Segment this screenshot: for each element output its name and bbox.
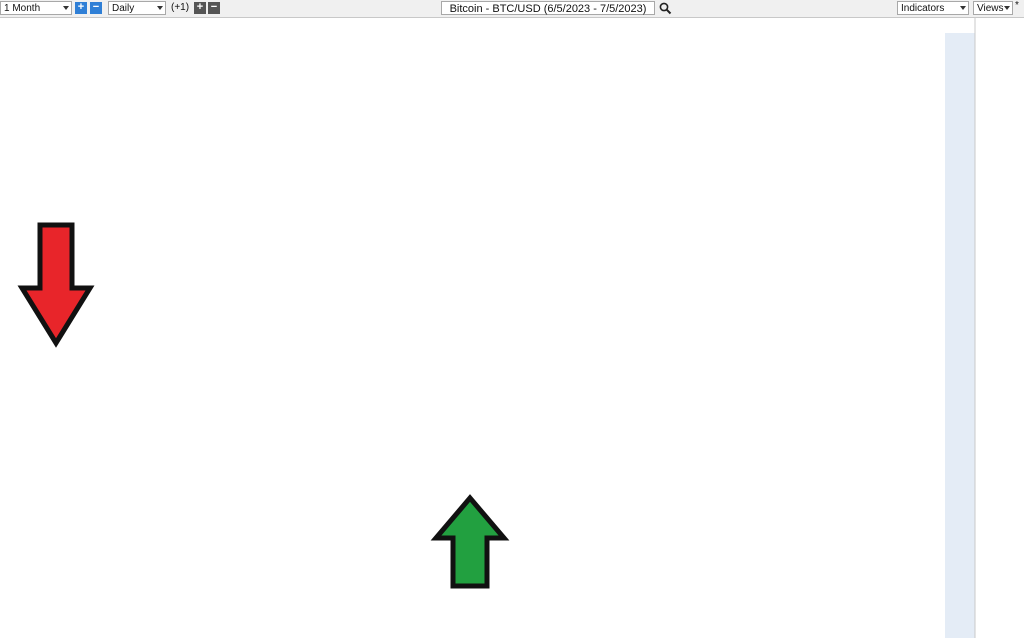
- chart: [17, 18, 976, 638]
- offset-label: (+1): [171, 2, 190, 13]
- up-arrow: [430, 494, 510, 589]
- toolbar: 1 Month + − Daily (+1) + − Bitcoin - BTC…: [0, 0, 1024, 18]
- interval-select[interactable]: Daily: [108, 1, 166, 15]
- zoom-out-button[interactable]: −: [90, 2, 102, 14]
- offset-minus-button[interactable]: −: [208, 2, 220, 14]
- indicators-select[interactable]: Indicators: [897, 1, 969, 15]
- period-label: 1 Month: [4, 3, 41, 14]
- views-star: *: [1015, 0, 1019, 11]
- views-select[interactable]: Views: [973, 1, 1013, 15]
- indicators-label: Indicators: [901, 3, 945, 14]
- offset-plus-button[interactable]: +: [194, 2, 206, 14]
- symbol-label: Bitcoin - BTC/USD (6/5/2023 - 7/5/2023): [449, 3, 647, 15]
- period-select[interactable]: 1 Month: [0, 1, 72, 15]
- interval-label: Daily: [112, 3, 135, 14]
- search-icon[interactable]: [659, 2, 672, 15]
- views-label: Views: [977, 3, 1004, 14]
- future-shade: [945, 33, 975, 638]
- down-arrow: [17, 222, 95, 348]
- zoom-in-button[interactable]: +: [75, 2, 87, 14]
- symbol-box[interactable]: Bitcoin - BTC/USD (6/5/2023 - 7/5/2023): [441, 1, 655, 15]
